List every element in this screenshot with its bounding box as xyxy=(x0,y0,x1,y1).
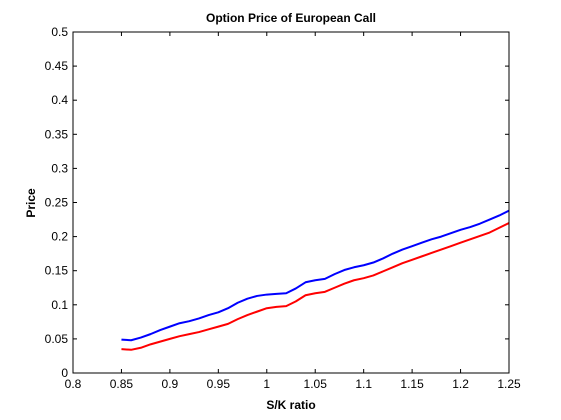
x-tick-label: 1.05 xyxy=(304,377,328,391)
x-axis-label: S/K ratio xyxy=(266,398,315,412)
x-tick-label: 0.8 xyxy=(65,377,82,391)
y-tick-label: 0.3 xyxy=(51,161,68,175)
y-tick-label: 0.2 xyxy=(51,230,68,244)
series-line-1 xyxy=(121,209,510,342)
y-tick-label: 0.35 xyxy=(45,127,69,141)
y-tick-label: 0.15 xyxy=(45,264,69,278)
y-tick-label: 0 xyxy=(61,366,68,380)
y-tick-label: 0.45 xyxy=(45,59,69,73)
plot-area xyxy=(73,32,509,373)
series-line-2 xyxy=(121,222,510,351)
tick-layer: 0.8 0.85 0.9 0.95 1 1.05 1.1 1.15 1.2 1.25 0 0.05 0.… xyxy=(45,25,521,391)
x-tick-label: 1.1 xyxy=(355,377,372,391)
x-tick-label: 0.95 xyxy=(207,377,231,391)
y-axis-label: Price xyxy=(24,188,38,218)
y-tick-label: 0.05 xyxy=(45,332,69,346)
x-tick-label: 1.15 xyxy=(400,377,424,391)
y-tick-label: 0.4 xyxy=(51,93,68,107)
x-tick-label: 1.25 xyxy=(497,377,521,391)
x-tick-label: 0.85 xyxy=(110,377,134,391)
axes-box xyxy=(72,31,510,374)
x-tick-label: 1 xyxy=(263,377,270,391)
series-layer xyxy=(121,209,510,351)
chart-title: Option Price of European Call xyxy=(206,11,376,25)
y-tick-label: 0.25 xyxy=(45,196,69,210)
y-tick-label: 0.1 xyxy=(51,298,68,312)
x-tick-label: 0.9 xyxy=(162,377,179,391)
x-tick-label: 1.2 xyxy=(452,377,469,391)
y-tick-label: 0.5 xyxy=(51,25,68,39)
